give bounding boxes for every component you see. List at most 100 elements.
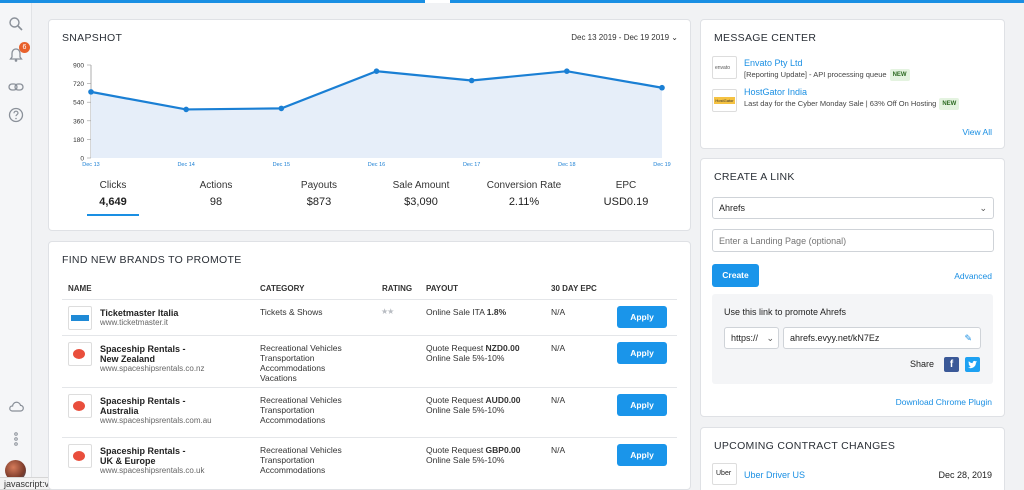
x-tick-label: Dec 17 <box>463 162 480 168</box>
twitter-icon <box>967 360 978 369</box>
data-point <box>183 106 189 113</box>
message-sender[interactable]: HostGator India <box>744 87 808 97</box>
payout-amount: 1.8% <box>486 307 507 317</box>
table-row: Spaceship Rentals - New Zealand www.space… <box>62 336 677 388</box>
search-icon[interactable] <box>8 16 24 32</box>
message-sender[interactable]: Envato Pty Ltd <box>744 58 803 68</box>
metric-payouts[interactable]: Payouts $873 <box>264 180 374 208</box>
pencil-icon[interactable]: ✎ <box>964 333 972 343</box>
apply-button[interactable]: Apply <box>617 306 667 328</box>
short-link-field[interactable]: ahrefs.evyy.net/kN7Ez ✎ <box>783 327 981 349</box>
x-tick-label: Dec 13 <box>82 162 99 168</box>
data-point <box>659 84 665 91</box>
payout-text: Online Sale 5%-10% <box>426 353 505 363</box>
brand-select[interactable]: Ahrefs ⌄ <box>712 197 994 219</box>
help-icon[interactable] <box>8 107 24 123</box>
left-nav-rail: 6 <box>0 3 32 490</box>
date-range-selector[interactable]: Dec 13 2019 - Dec 19 2019 ⌄ <box>571 33 678 42</box>
metric-value: $3,090 <box>404 196 438 208</box>
payout-text: Online Sale 5%-10% <box>426 455 505 465</box>
brand-name[interactable]: Spaceship Rentals - Australia <box>100 396 186 416</box>
landing-page-input[interactable] <box>712 229 994 252</box>
more-vertical-icon[interactable] <box>8 431 24 447</box>
payout-amount: AUD0.00 <box>485 395 521 405</box>
col-header-category: CATEGORY <box>260 284 305 293</box>
facebook-share-button[interactable]: f <box>944 357 959 372</box>
apply-button[interactable]: Apply <box>617 444 667 466</box>
brand-categories: Recreational Vehicles Transportation Accom… <box>260 395 342 425</box>
category-item: Recreational Vehicles <box>260 445 342 455</box>
brand-name[interactable]: Spaceship Rentals - UK & Europe <box>100 446 186 466</box>
metric-actions[interactable]: Actions 98 <box>161 180 271 208</box>
col-header-name: NAME <box>68 284 92 293</box>
y-tick-label: 0 <box>80 156 84 163</box>
view-all-link[interactable]: View All <box>962 127 992 137</box>
brand-url: www.spaceshipsrentals.com.au <box>100 416 212 425</box>
table-row: Spaceship Rentals - Australia www.spacesh… <box>62 388 677 438</box>
uber-logo: Uber <box>712 463 737 485</box>
snapshot-title: SNAPSHOT <box>62 32 123 44</box>
uber-logo-text: Uber <box>716 470 732 477</box>
create-link-card: CREATE A LINK Ahrefs ⌄ Create Advanced Us… <box>700 158 1005 417</box>
chevron-down-icon: ⌄ <box>766 333 774 343</box>
category-item: Vacations <box>260 373 297 383</box>
payout-text: Quote Request <box>426 395 486 405</box>
brand-name[interactable]: Spaceship Rentals - New Zealand <box>100 344 186 364</box>
payout-line: Online Sale ITA 1.8% <box>426 307 506 317</box>
payout-amount: GBP0.00 <box>485 445 521 455</box>
brand-payout: Quote Request AUD0.00 Online Sale 5%-10% <box>426 395 521 415</box>
metric-conversion-rate[interactable]: Conversion Rate 2.11% <box>469 180 579 208</box>
x-tick-label: Dec 18 <box>558 162 575 168</box>
y-tick-label: 720 <box>73 81 84 88</box>
bell-icon[interactable] <box>8 47 24 63</box>
apply-button[interactable]: Apply <box>617 342 667 364</box>
metric-value: $873 <box>306 196 332 208</box>
payout-line: Quote Request GBP0.00 <box>426 445 521 455</box>
contract-brand[interactable]: Uber Driver US <box>744 470 806 480</box>
brand-url: www.ticketmaster.it <box>100 318 169 327</box>
cloud-icon[interactable] <box>8 399 24 415</box>
new-badge: NEW <box>939 98 960 110</box>
message-center-card: MESSAGE CENTER envato Envato Pty Ltd [Re… <box>700 19 1005 149</box>
apply-button[interactable]: Apply <box>617 394 667 416</box>
category-item: Accommodations <box>260 363 326 373</box>
x-tick-label: Dec 16 <box>368 162 385 168</box>
x-tick-label: Dec 15 <box>273 162 290 168</box>
category-item: Recreational Vehicles <box>260 343 342 353</box>
metric-label: EPC <box>615 180 637 191</box>
x-tick-label: Dec 14 <box>177 162 194 168</box>
payout-text: Online Sale ITA <box>426 307 487 317</box>
brand-name[interactable]: Ticketmaster Italia <box>100 308 179 318</box>
link-icon[interactable] <box>8 79 24 95</box>
metric-sale-amount[interactable]: Sale Amount $3,090 <box>366 180 476 208</box>
message-center-title: MESSAGE CENTER <box>714 32 817 44</box>
download-plugin-link[interactable]: Download Chrome Plugin <box>895 397 992 407</box>
top-bar-notch <box>425 0 450 3</box>
data-point <box>564 68 570 74</box>
user-avatar[interactable] <box>5 460 26 481</box>
twitter-share-button[interactable] <box>965 357 980 372</box>
brand-categories: Recreational Vehicles Transportation Accom… <box>260 343 342 383</box>
brand-select-value: Ahrefs <box>719 203 746 213</box>
create-link-title: CREATE A LINK <box>714 171 795 183</box>
brand-epc: N/A <box>551 395 566 405</box>
protocol-select[interactable]: https:// ⌄ <box>724 327 779 349</box>
metric-clicks[interactable]: Clicks 4,649 <box>58 180 168 208</box>
metric-value: USD0.19 <box>603 196 649 208</box>
brand-logo <box>68 306 92 330</box>
create-button[interactable]: Create <box>712 264 759 287</box>
payout-text: Quote Request <box>426 445 486 455</box>
brand-url: www.spaceshipsrentals.co.nz <box>100 364 205 373</box>
message-body: [Reporting Update] - API processing queu… <box>744 69 887 79</box>
data-point <box>373 68 380 74</box>
col-header-rating: RATING <box>382 284 413 293</box>
metric-label: Sale Amount <box>392 180 450 191</box>
metric-epc[interactable]: EPC USD0.19 <box>571 180 681 208</box>
brand-payout: Quote Request NZD0.00 Online Sale 5%-10% <box>426 343 520 363</box>
short-link-value: ahrefs.evyy.net/kN7Ez <box>790 333 880 343</box>
top-loading-bar <box>0 0 1024 3</box>
category-item: Tickets & Shows <box>260 307 323 317</box>
advanced-link[interactable]: Advanced <box>954 271 992 281</box>
brand-epc: N/A <box>551 445 566 455</box>
